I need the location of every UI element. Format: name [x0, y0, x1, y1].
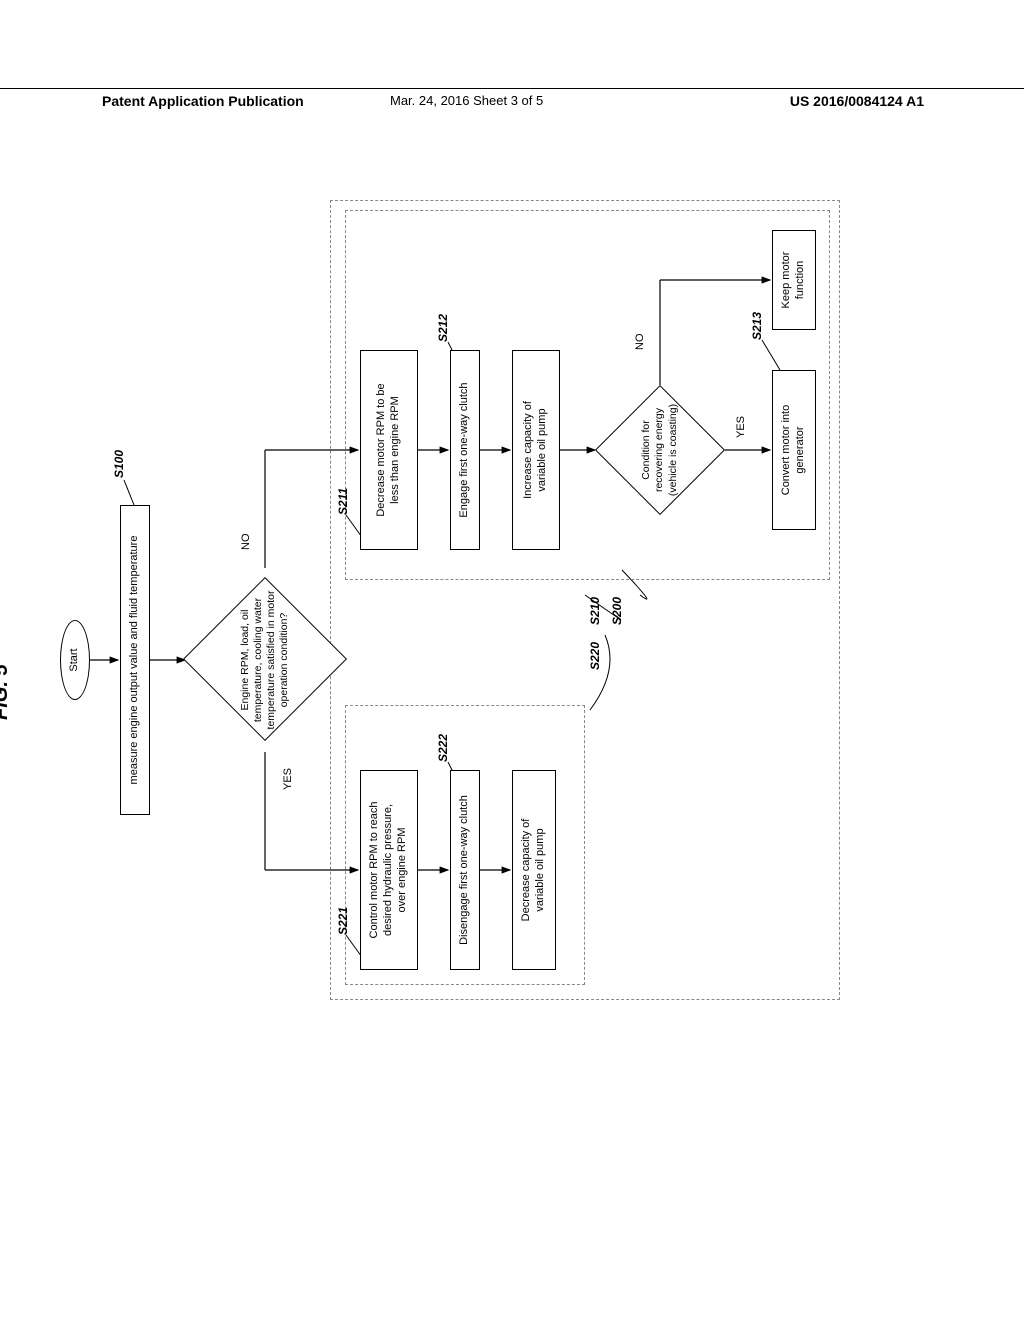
header-mid: Mar. 24, 2016 Sheet 3 of 5 — [390, 93, 543, 108]
s222b-box: Decrease capacity of variable oil pump — [512, 770, 556, 970]
no1-label: NO — [240, 534, 252, 551]
header-left: Patent Application Publication — [102, 93, 304, 109]
s213-text: Convert motor into generator — [780, 405, 808, 495]
s212a-box: Engage first one-way clutch — [450, 350, 480, 550]
s222a-text: Disengage first one-way clutch — [458, 795, 472, 945]
s211-label: S211 — [336, 488, 350, 515]
figure-label: FIG. 5 — [0, 664, 13, 720]
decision2-text: Condition for recovering energy (vehicle… — [640, 404, 679, 496]
start-label: Start — [68, 648, 82, 671]
s222a-box: Disengage first one-way clutch — [450, 770, 480, 970]
s221-label: S221 — [336, 907, 350, 935]
s211-text: Decrease motor RPM to be less than engin… — [375, 383, 403, 516]
s100-label: S100 — [112, 450, 126, 478]
page-header: Patent Application Publication Mar. 24, … — [0, 88, 1024, 112]
yes2-label: YES — [735, 416, 747, 438]
header-right: US 2016/0084124 A1 — [790, 93, 924, 109]
decision1-text: Engine RPM, load, oil temperature, cooli… — [239, 591, 292, 730]
s100-text: measure engine output value and fluid te… — [128, 536, 142, 785]
s221-box: Control motor RPM to reach desired hydra… — [360, 770, 418, 970]
start-node: Start — [60, 620, 90, 700]
keep-text: Keep motor function — [780, 252, 808, 309]
keep-box: Keep motor function — [772, 230, 816, 330]
s222-label: S222 — [436, 734, 450, 762]
s212-label: S212 — [436, 314, 450, 342]
s213-label: S213 — [750, 312, 764, 340]
s200-label: S200 — [610, 597, 624, 625]
decision1: Engine RPM, load, oil temperature, cooli… — [185, 568, 345, 752]
s212b-text: Increase capacity of variable oil pump — [522, 401, 550, 499]
s210-label: S210 — [588, 597, 602, 625]
yes1-label: YES — [282, 768, 294, 790]
s220-label: S220 — [588, 642, 602, 670]
s221-text: Control motor RPM to reach desired hydra… — [368, 802, 409, 939]
no2-label: NO — [634, 334, 646, 351]
flowchart-canvas: FIG. 5 — [30, 250, 990, 1070]
s211-box: Decrease motor RPM to be less than engin… — [360, 350, 418, 550]
s100-box: measure engine output value and fluid te… — [120, 505, 150, 815]
s212a-text: Engage first one-way clutch — [458, 382, 472, 517]
s213-box: Convert motor into generator — [772, 370, 816, 530]
decision2: Condition for recovering energy (vehicle… — [595, 385, 725, 515]
s212b-box: Increase capacity of variable oil pump — [512, 350, 560, 550]
s222b-text: Decrease capacity of variable oil pump — [520, 819, 548, 922]
